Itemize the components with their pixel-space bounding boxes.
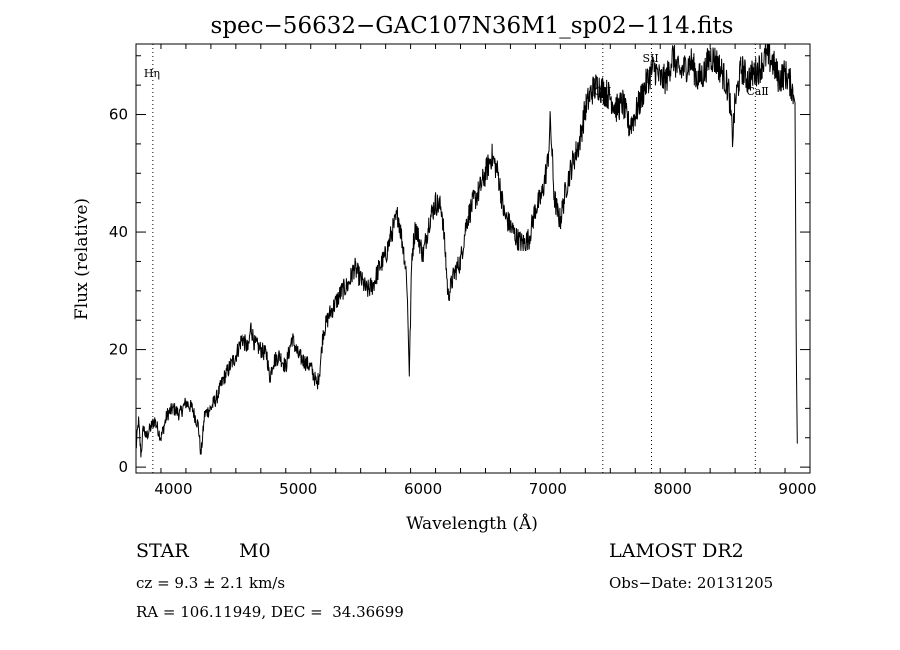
y-tick-label: 0 (118, 458, 128, 476)
x-tick-label: 7000 (529, 480, 567, 498)
y-tick-label: 60 (109, 106, 128, 124)
plot-frame (135, 43, 811, 474)
spectral-subclass: M0 (239, 540, 271, 562)
axis-ticks: 4000 5000 6000 7000 8000 9000 0 20 40 60 (109, 44, 817, 498)
y-axis-label: Flux (relative) (72, 198, 92, 320)
coordinates: RA = 106.11949, DEC = 34.36699 (136, 603, 404, 621)
x-tick-label: 6000 (404, 480, 442, 498)
x-tick-label: 4000 (154, 480, 192, 498)
chart-title: spec−56632−GAC107N36M1_sp02−114.fits (211, 13, 734, 39)
spectrum-series-line (135, 43, 798, 458)
observation-date: Obs−Date: 20131205 (609, 574, 774, 592)
y-tick-label: 20 (109, 341, 128, 359)
object-class: STAR (136, 540, 189, 562)
x-tick-label: 8000 (654, 480, 692, 498)
y-tick-label: 40 (109, 223, 128, 241)
x-axis-label: Wavelength (Å) (406, 513, 538, 534)
survey-name: LAMOST DR2 (609, 540, 744, 562)
x-tick-label: 5000 (279, 480, 317, 498)
redshift-info: cz = 9.3 ± 2.1 km/s (136, 574, 286, 592)
line-marker-label: Hη (144, 67, 160, 80)
x-tick-label: 9000 (778, 480, 816, 498)
line-marker-label: SII (642, 52, 658, 65)
line-marker-label: CaⅡ (746, 85, 768, 98)
